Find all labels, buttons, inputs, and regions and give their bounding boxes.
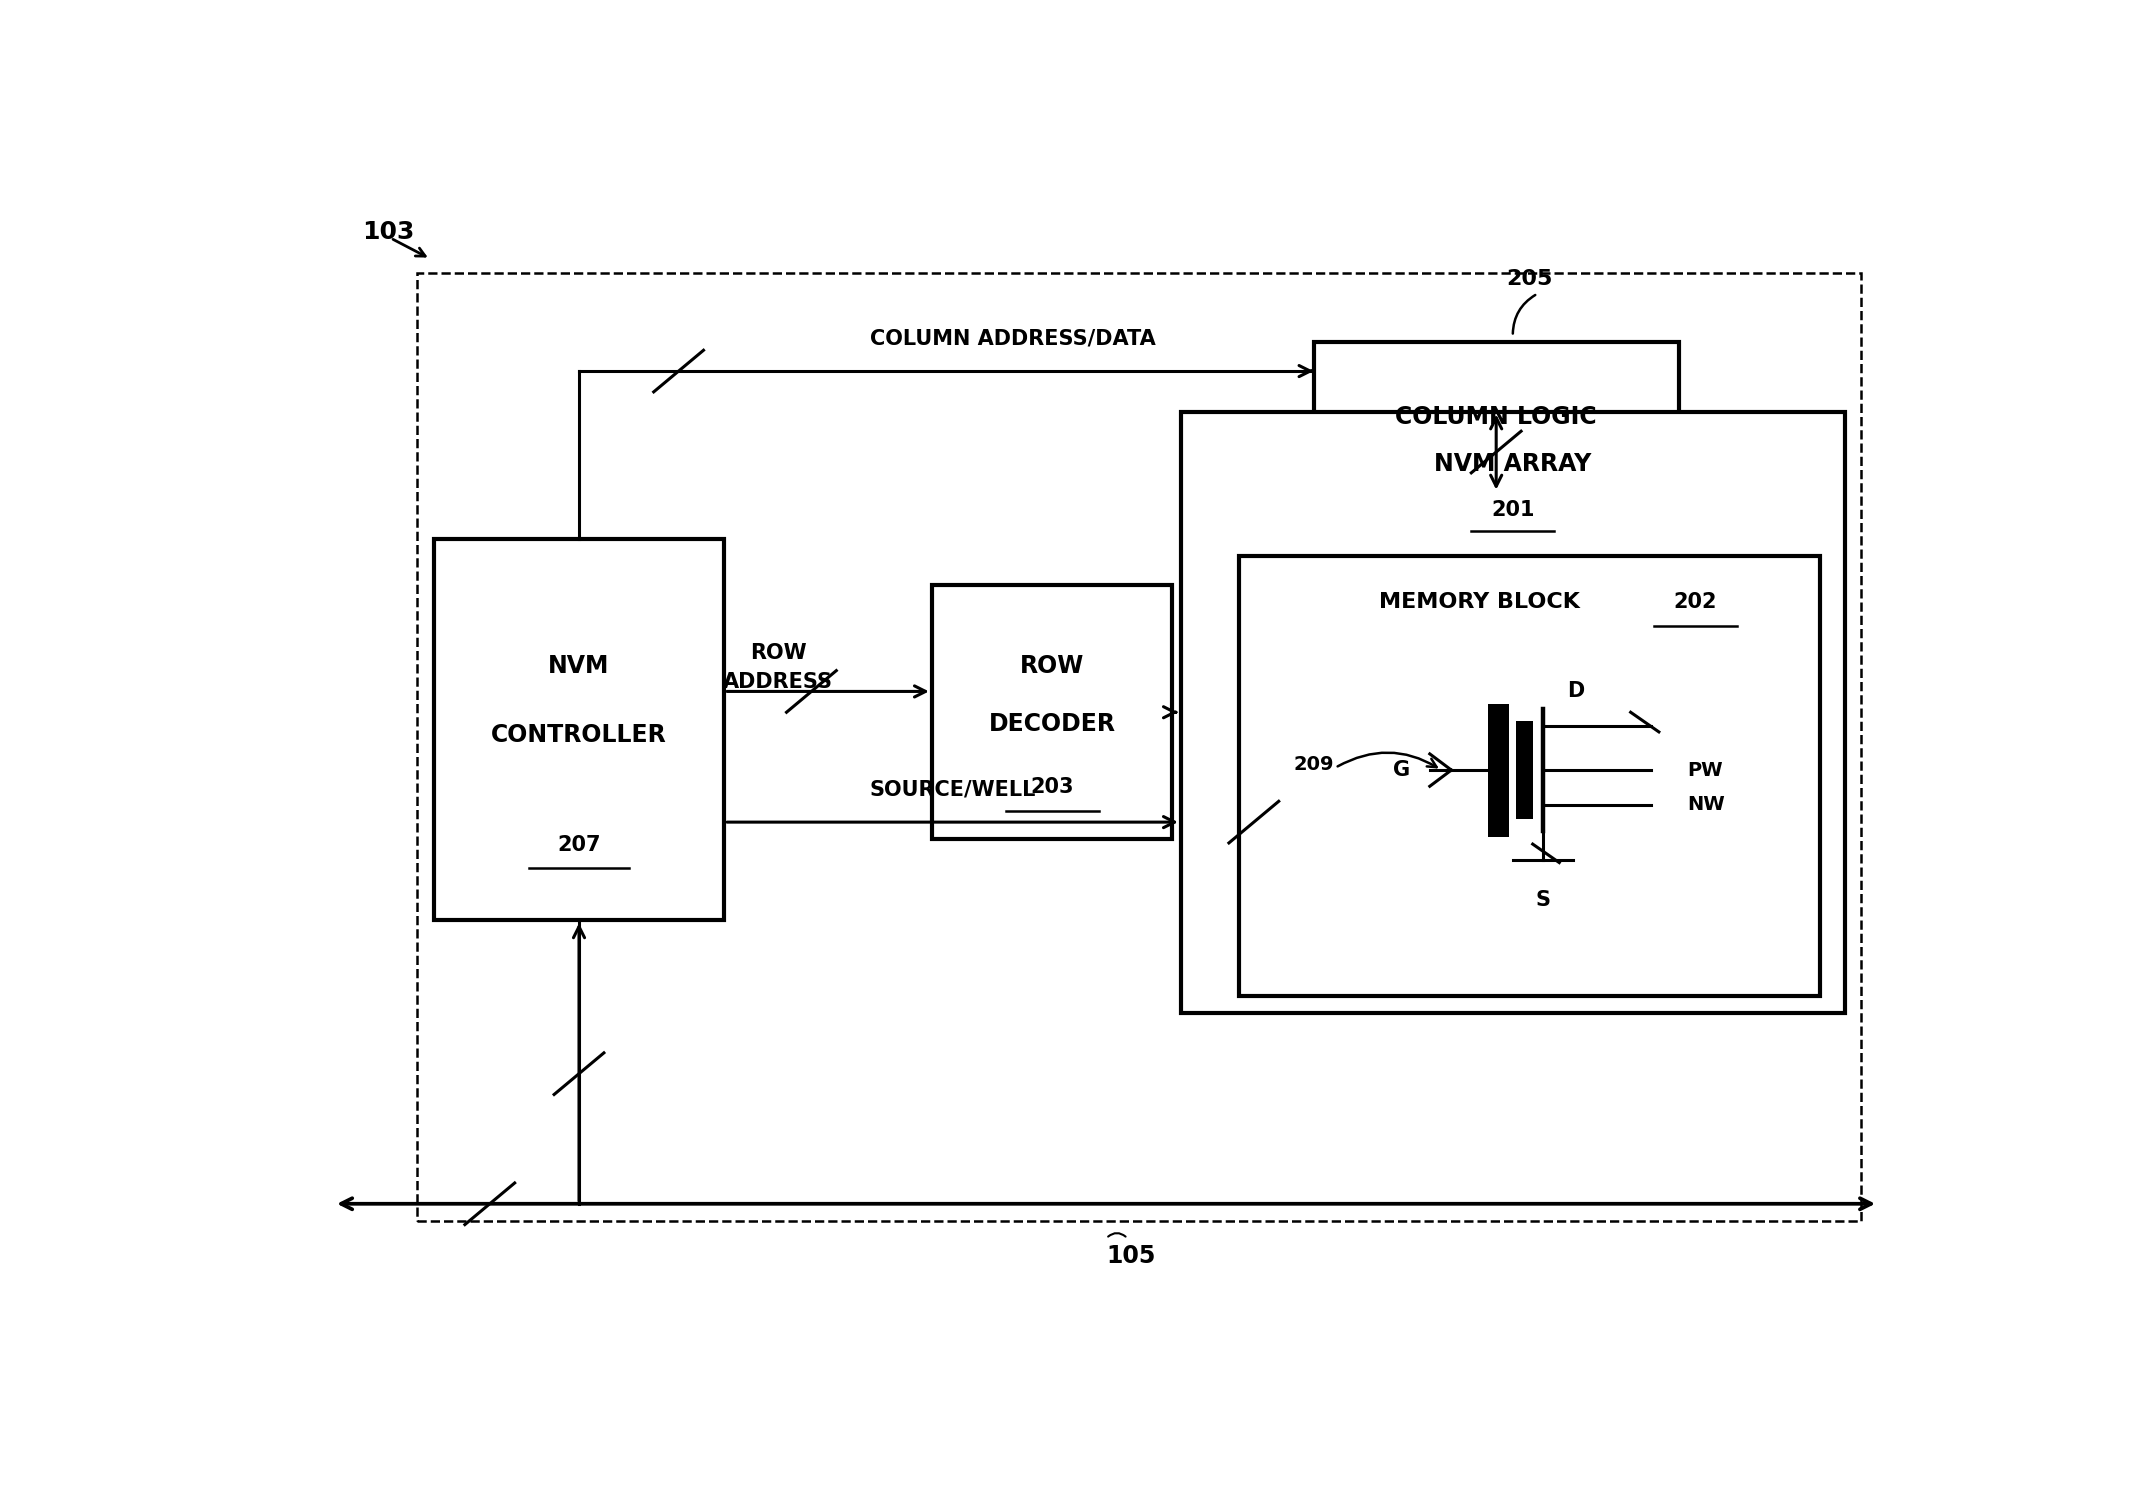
Text: PW: PW [1688, 760, 1722, 780]
Text: NW: NW [1688, 795, 1724, 814]
Text: MEMORY BLOCK: MEMORY BLOCK [1379, 592, 1581, 613]
Text: 103: 103 [362, 221, 416, 245]
Bar [1517, 721, 1534, 819]
Text: COLUMN LOGIC: COLUMN LOGIC [1394, 406, 1598, 430]
Text: COLUMN ADDRESS/DATA: COLUMN ADDRESS/DATA [870, 329, 1155, 348]
Text: ROW: ROW [750, 643, 808, 664]
Text: G: G [1392, 760, 1409, 780]
Text: 207: 207 [557, 835, 600, 855]
Bar [1489, 703, 1510, 837]
Text: 209: 209 [1294, 756, 1334, 774]
Text: 202: 202 [1673, 592, 1718, 613]
Text: SOURCE/WELL: SOURCE/WELL [870, 780, 1037, 799]
Text: 105: 105 [1105, 1244, 1157, 1268]
Text: S: S [1536, 889, 1551, 910]
Bar [418, 273, 1861, 1221]
Bar [1238, 556, 1821, 996]
Text: 203: 203 [1030, 778, 1073, 798]
Bar [932, 586, 1172, 840]
Text: NVM: NVM [548, 653, 610, 677]
Text: 205: 205 [1506, 269, 1553, 288]
Bar [1180, 412, 1844, 1012]
Text: D: D [1568, 682, 1585, 701]
Text: 201: 201 [1491, 500, 1534, 520]
Bar [1313, 342, 1679, 493]
Text: DECODER: DECODER [990, 712, 1116, 736]
Bar [433, 539, 724, 921]
Text: ADDRESS: ADDRESS [724, 673, 833, 692]
Text: CONTROLLER: CONTROLLER [491, 724, 666, 748]
Text: NVM ARRAY: NVM ARRAY [1435, 452, 1592, 476]
Text: ROW: ROW [1020, 653, 1084, 677]
